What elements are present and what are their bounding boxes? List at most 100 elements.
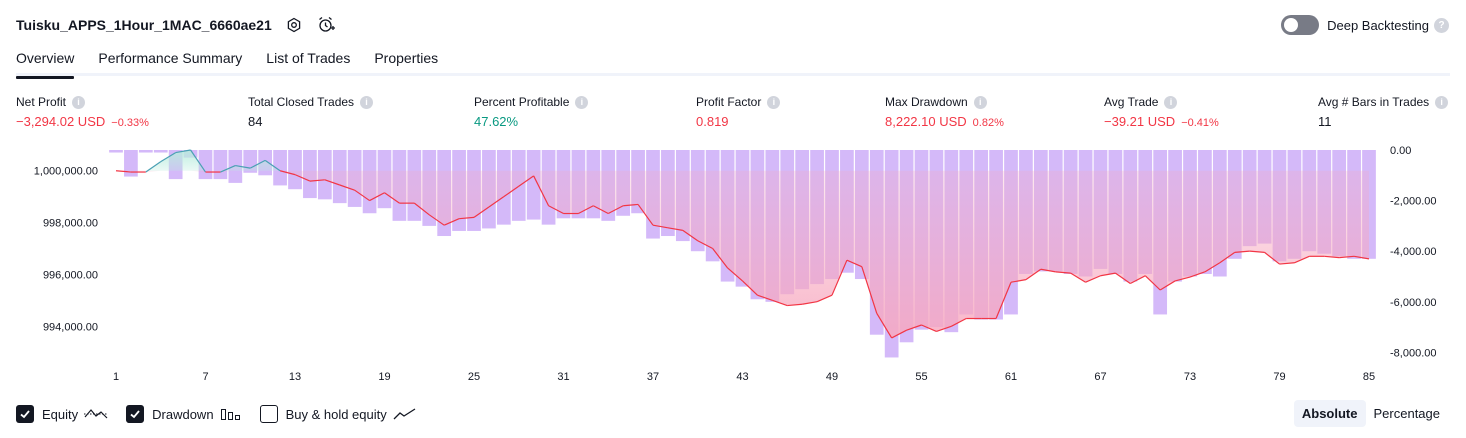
equity-checkbox[interactable] bbox=[16, 405, 34, 423]
equity-chart[interactable]: 1,000,000.00 998,000.00 996,000.00 994,000.… bbox=[0, 140, 1466, 390]
left-axis-label: 1,000,000.00 bbox=[34, 166, 98, 178]
equity-line-segment bbox=[1174, 276, 1191, 282]
tab-bar: Overview Performance Summary List of Tra… bbox=[16, 46, 1450, 79]
equity-line-segment bbox=[443, 218, 460, 226]
equity-line-segment bbox=[488, 196, 505, 208]
equity-line-segment bbox=[473, 206, 490, 218]
profit-factor-value: 0.819 bbox=[696, 114, 729, 129]
net-profit-value: −3,294.02 USD bbox=[16, 114, 106, 129]
equity-line-segment bbox=[1085, 275, 1101, 283]
equity-line-segment bbox=[115, 170, 131, 173]
mode-switch: Absolute Percentage bbox=[1293, 400, 1448, 427]
metric-max-drawdown: Max Drawdown i 8,222.10 USD 0.82% bbox=[885, 94, 1004, 129]
info-icon[interactable]: i bbox=[1435, 95, 1449, 109]
equity-line-segment bbox=[1130, 275, 1146, 285]
drawdown-bar bbox=[124, 150, 138, 177]
info-icon[interactable]: i bbox=[1164, 95, 1178, 109]
drawdown-bar bbox=[153, 150, 168, 153]
deep-backtesting-toggle[interactable] bbox=[1281, 15, 1320, 35]
equity-line-segment bbox=[921, 324, 937, 333]
max-drawdown-label: Max Drawdown bbox=[885, 95, 968, 109]
left-axis-label: 994,000.00 bbox=[43, 321, 98, 333]
legend-drawdown[interactable]: Drawdown bbox=[126, 405, 241, 423]
info-icon[interactable]: i bbox=[575, 95, 589, 109]
equity-line-segment bbox=[190, 149, 206, 173]
equity-area-positive bbox=[116, 150, 1369, 171]
metric-label-net-profit: Net Profit i bbox=[16, 94, 149, 110]
profit-factor-label: Profit Factor bbox=[696, 95, 762, 109]
max-drawdown-value: 8,222.10 USD bbox=[885, 114, 967, 129]
deep-backtesting: Deep Backtesting ? bbox=[1281, 13, 1449, 37]
legend-buy-hold[interactable]: Buy & hold equity bbox=[259, 405, 417, 423]
right-axis-label: 0.00 bbox=[1390, 145, 1411, 157]
equity-label: Equity bbox=[42, 406, 79, 422]
drawdown-bar bbox=[109, 150, 123, 153]
x-axis-label: 79 bbox=[1273, 371, 1285, 383]
equity-line-segment bbox=[294, 174, 311, 182]
equity-line-segment bbox=[160, 152, 176, 163]
tab-performance-summary[interactable]: Performance Summary bbox=[98, 50, 243, 66]
equity-line-segment bbox=[846, 259, 863, 268]
percentage-button[interactable]: Percentage bbox=[1373, 406, 1441, 421]
info-icon[interactable]: i bbox=[767, 95, 781, 109]
x-axis-label: 13 bbox=[289, 371, 301, 383]
drawdown-label: Drawdown bbox=[152, 406, 214, 422]
x-axis-label: 73 bbox=[1184, 371, 1196, 383]
avg-trade-label: Avg Trade bbox=[1104, 95, 1159, 109]
metric-percent-profitable: Percent Profitable i 47.62% bbox=[474, 94, 589, 129]
equity-line-segment bbox=[578, 205, 594, 215]
right-axis-label: -8,000.00 bbox=[1390, 347, 1436, 359]
legend-equity[interactable]: Equity bbox=[16, 405, 109, 423]
equity-line-segment bbox=[861, 266, 878, 314]
equity-line-segment bbox=[772, 299, 788, 307]
tab-overview[interactable]: Overview bbox=[16, 46, 75, 79]
x-axis-label: 19 bbox=[378, 371, 390, 383]
x-axis-label: 67 bbox=[1094, 371, 1106, 383]
drawdown-checkbox[interactable] bbox=[126, 405, 145, 423]
equity-line-segment bbox=[1144, 275, 1161, 291]
equity-line-segment bbox=[249, 159, 266, 169]
left-axis-label: 996,000.00 bbox=[43, 269, 98, 281]
right-axis-label: -2,000.00 bbox=[1390, 196, 1436, 208]
equity-line-segment bbox=[951, 317, 967, 327]
drawdown-bar bbox=[288, 150, 302, 190]
equity-line-segment bbox=[413, 202, 430, 216]
metric-label-total-closed-trades: Total Closed Trades i bbox=[248, 94, 374, 110]
tab-list-of-trades[interactable]: List of Trades bbox=[266, 50, 351, 66]
left-axis-label: 998,000.00 bbox=[43, 218, 98, 230]
info-icon[interactable]: i bbox=[360, 95, 374, 109]
equity-line-segment bbox=[384, 192, 400, 204]
drawdown-bar bbox=[138, 150, 153, 153]
net-profit-value-row: −3,294.02 USD −0.33% bbox=[16, 114, 149, 129]
equity-line-segment bbox=[309, 179, 325, 182]
equity-line-segment bbox=[428, 214, 445, 226]
equity-line-segment bbox=[1339, 255, 1355, 259]
strategy-title: Tuisku_APPS_1Hour_1MAC_6660ae21 bbox=[16, 17, 272, 33]
info-icon[interactable]: i bbox=[973, 95, 987, 109]
equity-line-segment bbox=[1055, 271, 1071, 274]
gear-icon[interactable] bbox=[284, 15, 304, 35]
equity-line-segment bbox=[876, 313, 893, 339]
equity-line-segment bbox=[637, 204, 654, 226]
buy-hold-checkbox[interactable] bbox=[259, 405, 278, 423]
tab-properties[interactable]: Properties bbox=[374, 50, 439, 66]
deep-backtesting-label: Deep Backtesting bbox=[1327, 17, 1429, 33]
x-axis-label: 25 bbox=[468, 371, 480, 383]
equity-line-segment bbox=[369, 192, 385, 202]
equity-line-segment bbox=[1204, 262, 1221, 273]
alarm-add-icon[interactable] bbox=[316, 15, 336, 35]
x-axis-label: 85 bbox=[1363, 371, 1375, 383]
avg-bars-value: 11 bbox=[1318, 114, 1332, 129]
equity-line-segment bbox=[1070, 272, 1086, 283]
drawdown-bar bbox=[526, 150, 541, 220]
info-icon[interactable]: i bbox=[72, 95, 86, 109]
absolute-button[interactable]: Absolute bbox=[1293, 400, 1366, 427]
equity-line-segment bbox=[1010, 279, 1027, 283]
equity-line-segment bbox=[1100, 272, 1116, 277]
equity-line-segment bbox=[652, 224, 669, 229]
help-icon[interactable]: ? bbox=[1434, 17, 1449, 33]
equity-line-segment bbox=[802, 301, 818, 305]
metric-avg-trade: Avg Trade i −39.21 USD −0.41% bbox=[1104, 94, 1219, 129]
equity-line-segment bbox=[667, 227, 683, 231]
equity-line-segment bbox=[1324, 255, 1340, 259]
